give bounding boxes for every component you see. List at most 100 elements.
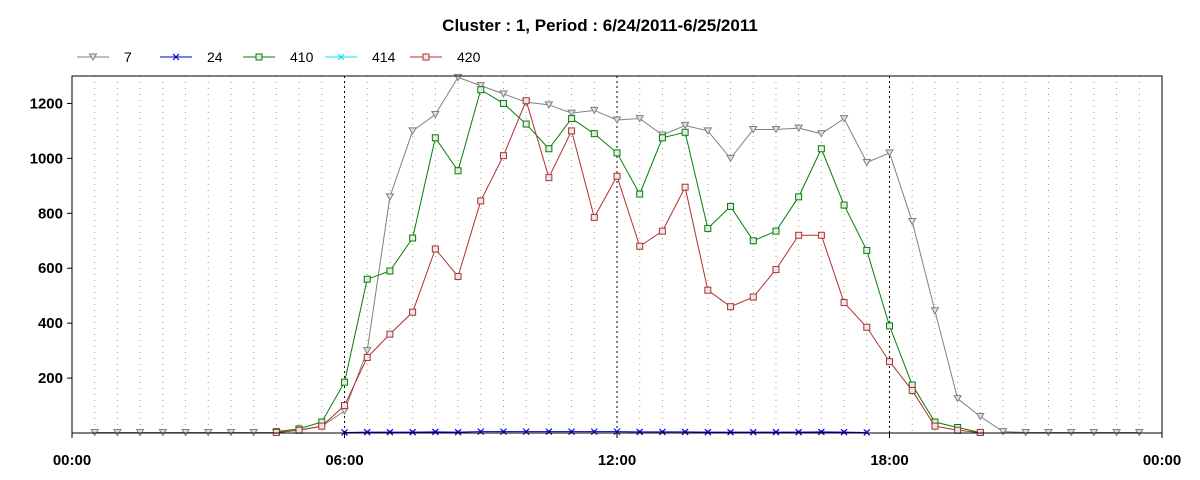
- data-point: [772, 227, 780, 235]
- data-point: [998, 428, 1008, 436]
- legend-item-24: 24: [160, 49, 223, 65]
- legend-label: 7: [124, 49, 132, 65]
- series-24: [341, 428, 871, 436]
- plot-area: [71, 75, 1163, 434]
- data-point: [727, 303, 735, 311]
- chart-grid: [94, 76, 1140, 433]
- data-point: [454, 272, 462, 280]
- y-tick-label: 800: [38, 205, 63, 222]
- data-point: [362, 347, 372, 355]
- data-point: [500, 428, 507, 436]
- data-point: [409, 428, 417, 436]
- data-point: [613, 428, 621, 436]
- data-point: [568, 115, 576, 123]
- x-tick-label: 00:00: [53, 452, 91, 469]
- data-point: [635, 115, 645, 123]
- data-point: [795, 231, 803, 239]
- data-point: [431, 428, 439, 436]
- data-point: [589, 106, 599, 115]
- data-point: [727, 202, 735, 210]
- data-point: [795, 428, 803, 436]
- data-point: [681, 428, 689, 436]
- legend-marker: [255, 53, 263, 61]
- data-point: [363, 353, 371, 361]
- data-point: [545, 174, 553, 182]
- series-layer: [90, 73, 1144, 437]
- data-point: [794, 124, 804, 133]
- data-point: [386, 330, 394, 338]
- data-point: [522, 428, 530, 436]
- series-line: [276, 88, 981, 433]
- data-point: [863, 246, 871, 254]
- data-point: [1112, 428, 1121, 437]
- legend-marker: [337, 53, 345, 61]
- legend-label: 420: [457, 49, 481, 65]
- data-point: [385, 193, 395, 201]
- data-point: [613, 172, 621, 180]
- data-point: [840, 201, 848, 209]
- data-point: [363, 428, 371, 436]
- data-point: [431, 134, 439, 142]
- data-point: [181, 428, 190, 437]
- legend-marker: [88, 53, 98, 61]
- data-point: [930, 307, 940, 315]
- y-tick-label: 200: [38, 370, 63, 387]
- legend-marker: [422, 53, 430, 61]
- legend-label: 410: [290, 49, 314, 65]
- data-point: [545, 428, 553, 436]
- series-line: [344, 431, 867, 433]
- data-point: [931, 422, 939, 430]
- data-point: [113, 428, 122, 437]
- data-point: [295, 426, 303, 434]
- data-point: [409, 308, 417, 316]
- data-point: [454, 167, 462, 175]
- x-tick-label: 12:00: [598, 452, 636, 469]
- legend-item-410: 410: [243, 49, 314, 65]
- data-point: [953, 395, 962, 403]
- legend-label: 414: [372, 49, 396, 65]
- data-point: [590, 428, 598, 436]
- data-point: [840, 428, 848, 436]
- data-point: [658, 134, 666, 142]
- data-point: [636, 428, 644, 436]
- data-point: [681, 183, 689, 191]
- data-point: [817, 428, 825, 436]
- data-point: [341, 429, 348, 436]
- x-tick-label: 00:00: [1143, 452, 1181, 469]
- chart-title: Cluster : 1, Period : 6/24/2011-6/25/201…: [442, 16, 758, 35]
- data-point: [318, 422, 326, 430]
- data-point: [1089, 428, 1099, 437]
- data-point: [203, 428, 213, 437]
- y-tick-label: 400: [38, 315, 63, 332]
- data-point: [795, 193, 803, 201]
- data-point: [612, 116, 622, 124]
- series-420: [272, 97, 984, 436]
- data-point: [976, 428, 984, 436]
- chart-legend: 7 24 410 414 420: [77, 49, 481, 65]
- y-tick-label: 600: [38, 260, 63, 277]
- x-tick-label: 06:00: [325, 452, 363, 469]
- data-point: [817, 231, 825, 239]
- data-point: [386, 267, 394, 275]
- data-point: [408, 127, 417, 135]
- data-point: [636, 190, 644, 198]
- data-point: [749, 293, 757, 301]
- data-point: [386, 428, 394, 436]
- data-point: [772, 266, 780, 274]
- data-point: [839, 115, 849, 123]
- data-point: [568, 428, 576, 436]
- series-line: [276, 99, 981, 433]
- y-tick-label: 1200: [30, 95, 63, 112]
- data-point: [226, 428, 236, 437]
- data-point: [681, 128, 689, 136]
- data-point: [341, 402, 348, 410]
- data-point: [430, 110, 440, 119]
- data-point: [477, 197, 485, 205]
- legend-item-7: 7: [77, 49, 132, 65]
- data-point: [522, 120, 530, 128]
- data-point: [454, 428, 462, 436]
- data-point: [431, 245, 439, 253]
- data-point: [545, 145, 553, 153]
- data-point: [135, 428, 145, 437]
